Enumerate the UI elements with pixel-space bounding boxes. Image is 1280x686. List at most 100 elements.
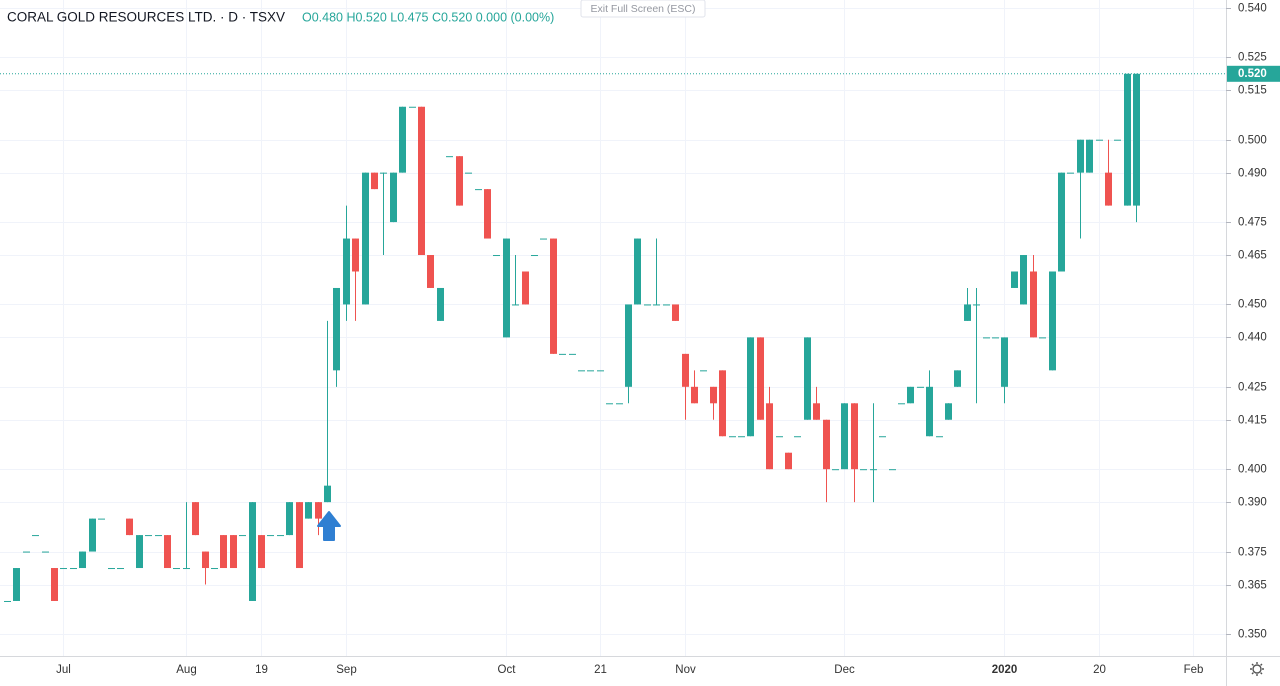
candle-body: [738, 436, 745, 438]
y-tick-label: 0.490: [1238, 168, 1267, 180]
candle-body: [352, 238, 359, 272]
x-tick-label: Oct: [498, 664, 517, 676]
candle-body: [164, 535, 171, 569]
settings-teeth[interactable]: [1250, 662, 1264, 676]
candle-body: [682, 353, 689, 387]
candle-body: [475, 189, 482, 191]
candle-body: [173, 568, 180, 570]
candle-body: [427, 255, 434, 288]
x-tick-label: Feb: [1184, 664, 1204, 676]
candle-body: [569, 353, 576, 355]
candle-body: [973, 304, 980, 306]
candle-body: [155, 535, 162, 537]
candle-body: [747, 337, 754, 437]
candle-body: [766, 403, 773, 470]
candle-body: [117, 568, 124, 570]
candle-body: [522, 271, 529, 305]
candle-body: [399, 106, 406, 173]
candle-body: [258, 535, 265, 569]
candle-body: [305, 502, 312, 519]
exit-button-box[interactable]: [580, 0, 706, 18]
candle-body: [672, 304, 679, 321]
chart-title: CORAL GOLD RESOURCES LTD. · D · TSXV: [7, 10, 285, 25]
candle-body: [851, 403, 858, 470]
candle-body: [296, 502, 303, 569]
candle-body: [1086, 139, 1093, 173]
price-label: 0.520: [1238, 68, 1267, 80]
x-tick-label: 2020: [992, 664, 1018, 676]
candle-body: [653, 304, 660, 306]
candle-body: [1049, 271, 1056, 371]
settings-icon[interactable]: [1250, 662, 1264, 676]
candle-body: [1039, 337, 1046, 339]
candle-body: [89, 518, 96, 552]
candle-body: [550, 238, 557, 354]
candle-body: [898, 403, 905, 405]
candle-body: [380, 172, 387, 174]
y-tick-label: 0.500: [1238, 135, 1267, 147]
candle-body: [860, 469, 867, 471]
candle-body: [362, 172, 369, 305]
candle-body: [804, 337, 811, 420]
candle-body: [390, 172, 397, 223]
y-tick-label: 0.440: [1238, 332, 1267, 344]
exit-button-label[interactable]: Exit Full Screen (ESC): [590, 3, 695, 15]
candle-body: [42, 551, 49, 553]
candle-body: [1096, 139, 1103, 141]
grid: [0, 0, 1226, 656]
candle-body: [540, 238, 547, 240]
candle-body: [936, 436, 943, 438]
candle-body: [813, 403, 820, 420]
candle-body: [230, 535, 237, 569]
candle-body: [286, 502, 293, 536]
candle-body: [484, 189, 491, 239]
candle-body: [465, 172, 472, 174]
candle-body: [992, 337, 999, 339]
candle-body: [1001, 337, 1008, 387]
x-tick-label: Dec: [834, 664, 855, 676]
candle-body: [794, 436, 801, 438]
y-tick-label: 0.540: [1238, 3, 1267, 15]
settings-gear[interactable]: [1252, 664, 1262, 674]
y-tick-label: 0.350: [1238, 629, 1267, 641]
candle-body: [587, 370, 594, 372]
candle-body: [644, 304, 651, 306]
x-tick-label: 20: [1093, 664, 1106, 676]
exit-button[interactable]: Exit Full Screen (ESC): [580, 0, 706, 18]
candle-body: [634, 238, 641, 305]
candle-body: [710, 386, 717, 404]
candle-body: [136, 535, 143, 569]
candle-body: [70, 568, 77, 570]
y-tick-label: 0.425: [1238, 382, 1267, 394]
candle-body: [1067, 172, 1074, 174]
y-tick-label: 0.465: [1238, 250, 1267, 262]
candle-body: [333, 287, 340, 371]
y-tick-label: 0.390: [1238, 497, 1267, 509]
candle-body: [267, 535, 274, 537]
candle-body: [917, 386, 924, 388]
axes: 0.540 0.525 0.515 0.500 0.490 0.475 0.465 0.450…: [56, 3, 1280, 676]
candle-body: [277, 535, 284, 537]
candle-body: [98, 518, 105, 520]
candle-body: [51, 568, 58, 601]
candle-body: [23, 551, 30, 553]
candle-body: [456, 156, 463, 206]
candle-body: [192, 502, 199, 536]
candle-body: [945, 403, 952, 420]
candle-body: [13, 568, 20, 601]
candle-body: [315, 502, 322, 519]
y-tick-label: 0.515: [1238, 85, 1267, 97]
candle-body: [870, 469, 877, 471]
candle-body: [1077, 139, 1084, 173]
candle-body: [1133, 73, 1140, 206]
x-tick-label: 21: [594, 664, 607, 676]
candle-body: [324, 485, 331, 503]
candle-body: [493, 255, 500, 257]
candle-body: [889, 469, 896, 471]
candle-body: [776, 436, 783, 438]
x-tick-label: Nov: [675, 664, 696, 676]
candle-body: [239, 535, 246, 537]
